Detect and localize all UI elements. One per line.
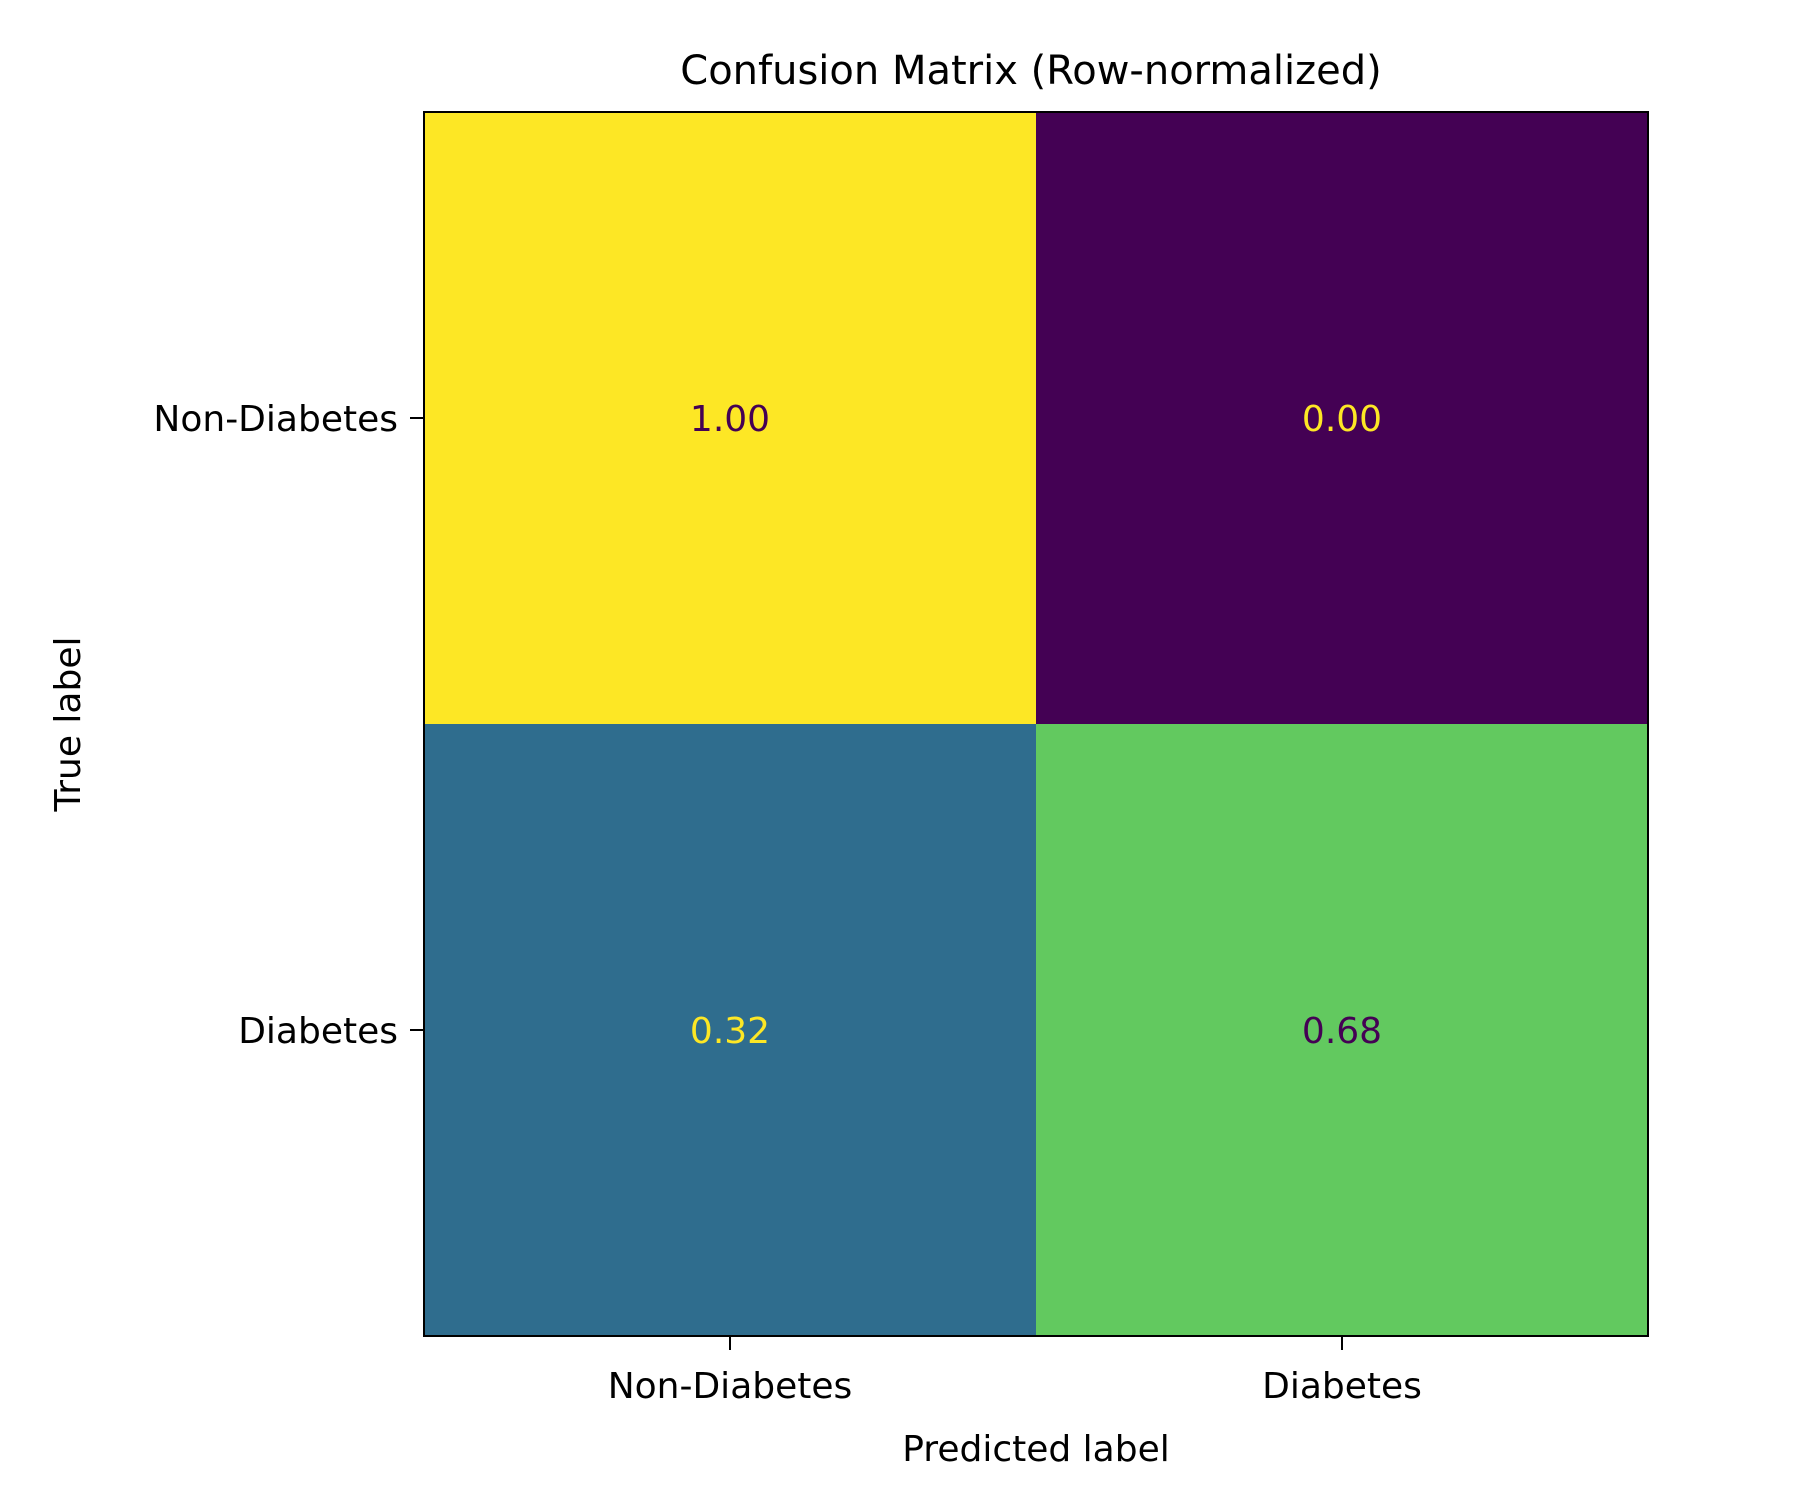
- cell-value-label: 1.00: [690, 399, 770, 440]
- y-axis-label: True label: [48, 637, 89, 813]
- cell-value-label: 0.00: [1302, 399, 1382, 440]
- x-tick-label: Non-Diabetes: [608, 1366, 853, 1407]
- y-tick-label: Diabetes: [238, 1011, 398, 1052]
- heatmap-cell: [424, 724, 1037, 1337]
- y-axis-ticks: Non-Diabetes Diabetes: [153, 399, 424, 1052]
- x-axis-ticks: Non-Diabetes Diabetes: [608, 1336, 1422, 1407]
- heatmap-cells: [424, 112, 1649, 1337]
- x-axis-label: Predicted label: [902, 1429, 1170, 1470]
- heatmap-cell: [424, 112, 1037, 725]
- plot-frame: [423, 111, 1649, 1337]
- cell-value-label: 0.68: [1302, 1011, 1382, 1052]
- heatmap-cell-labels: 1.00 0.00 0.32 0.68: [690, 399, 1382, 1052]
- y-tick-label: Non-Diabetes: [153, 399, 398, 440]
- cell-value-label: 0.32: [690, 1011, 770, 1052]
- chart-title: Confusion Matrix (Row-normalized): [680, 48, 1381, 94]
- heatmap-cell: [1036, 724, 1649, 1337]
- heatmap-cell: [1036, 112, 1649, 725]
- x-tick-label: Diabetes: [1262, 1366, 1422, 1407]
